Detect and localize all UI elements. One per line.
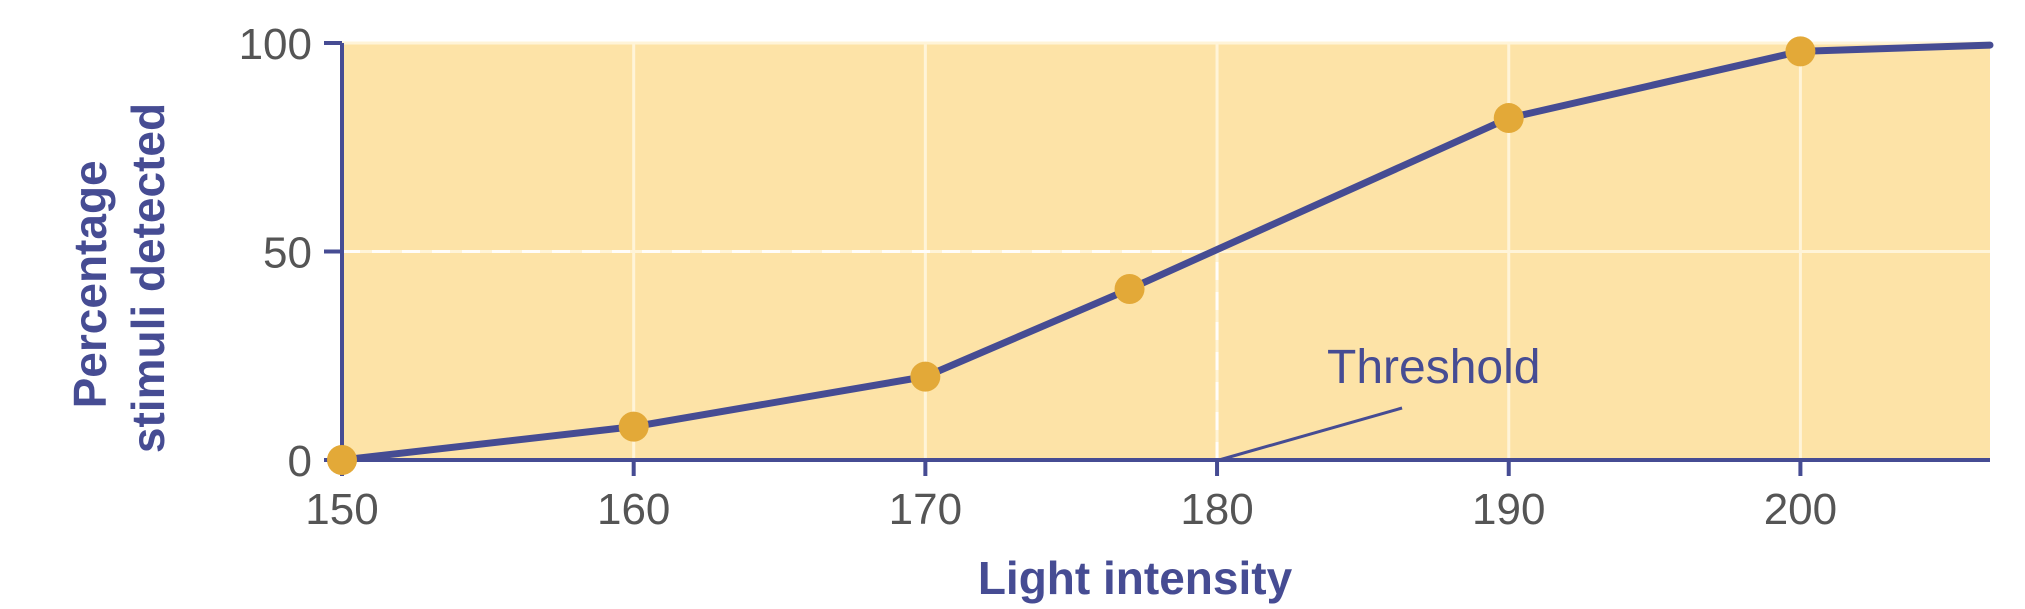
x-tick-label-170: 170 bbox=[889, 485, 962, 534]
y-tick-label-50: 50 bbox=[263, 229, 312, 278]
data-point-4 bbox=[1493, 103, 1524, 134]
x-tick-label-180: 180 bbox=[1180, 485, 1253, 534]
x-tick-label-160: 160 bbox=[597, 485, 670, 534]
x-tick-label-200: 200 bbox=[1764, 485, 1837, 534]
threshold-reference-lines bbox=[342, 250, 1219, 460]
annotations: Threshold bbox=[1218, 341, 1540, 462]
y-axis-title-line-1: Percentage bbox=[64, 160, 116, 408]
x-tick-labels: 150 160 170 180 190 200 bbox=[305, 485, 1837, 534]
x-tick-label-190: 190 bbox=[1472, 485, 1545, 534]
data-point-1 bbox=[618, 411, 649, 442]
data-markers bbox=[327, 36, 1816, 475]
data-point-3 bbox=[1114, 274, 1145, 305]
y-tick-label-100: 100 bbox=[239, 20, 312, 69]
annotation-leader-0 bbox=[1218, 406, 1403, 462]
data-point-0 bbox=[327, 445, 357, 475]
data-point-5 bbox=[1785, 36, 1816, 67]
y-tick-label-0: 0 bbox=[288, 437, 312, 486]
y-axis-title-line-2: stimuli detected bbox=[122, 103, 174, 453]
annotation-label-0: Threshold bbox=[1327, 341, 1540, 394]
y-tick-labels: 0 50 100 bbox=[239, 20, 312, 486]
x-tick-label-150: 150 bbox=[305, 485, 378, 534]
y-axis-title: Percentage stimuli detected bbox=[64, 103, 174, 453]
x-axis-title: Light intensity bbox=[978, 552, 1293, 604]
data-point-2 bbox=[910, 361, 941, 392]
